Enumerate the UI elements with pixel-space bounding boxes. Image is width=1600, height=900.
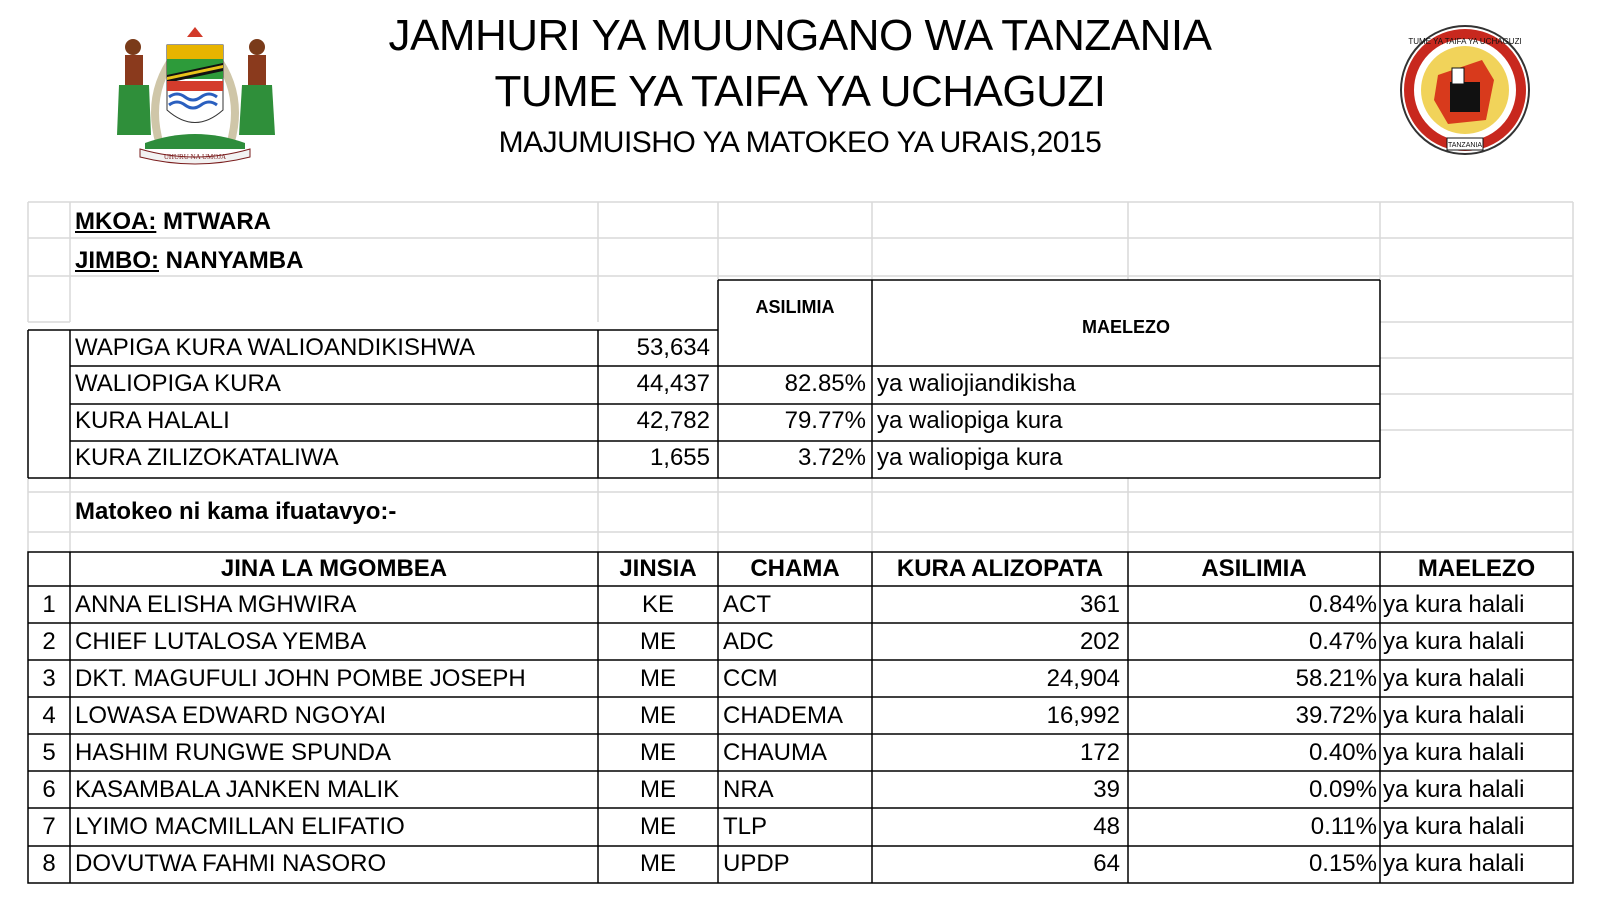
candidate-party: NRA <box>723 776 774 803</box>
summary-note: ya waliopiga kura <box>877 407 1063 434</box>
results-header-percent: ASILIMIA <box>1201 555 1307 582</box>
candidate-party: TLP <box>723 813 768 840</box>
title-line-2: TUME YA TAIFA YA UCHAGUZI <box>494 67 1107 116</box>
summary-header-maelezo: MAELEZO <box>1082 317 1170 337</box>
results-intro: Matokeo ni kama ifuatavyo:- <box>75 498 397 525</box>
candidate-percent: 0.84% <box>1308 591 1377 618</box>
mkoa-row: MKOA: MTWARA <box>75 207 271 237</box>
title-line-3: MAJUMUISHO YA MATOKEO YA URAIS,2015 <box>498 126 1102 159</box>
result-number: 7 <box>42 813 56 840</box>
jimbo-row: JIMBO: NANYAMBA <box>75 246 303 276</box>
candidate-gender: ME <box>640 813 676 840</box>
candidate-votes: 48 <box>1093 813 1120 840</box>
result-number: 2 <box>42 628 56 655</box>
mkoa-value: MTWARA <box>163 208 271 235</box>
candidate-party: CHADEMA <box>723 702 844 729</box>
candidate-votes: 16,992 <box>1046 702 1120 729</box>
candidate-name: DOVUTWA FAHMI NASORO <box>75 850 387 877</box>
result-number: 5 <box>42 739 56 766</box>
candidate-name: HASHIM RUNGWE SPUNDA <box>75 739 392 766</box>
candidate-votes: 39 <box>1093 776 1120 803</box>
candidate-gender: ME <box>640 702 676 729</box>
candidate-percent: 0.11% <box>1310 813 1377 840</box>
candidate-note: ya kura halali <box>1383 665 1525 692</box>
summary-note: ya waliojiandikisha <box>877 370 1076 397</box>
candidate-name: LYIMO MACMILLAN ELIFATIO <box>75 813 405 840</box>
candidate-percent: 0.47% <box>1308 628 1377 655</box>
candidate-note: ya kura halali <box>1383 702 1525 729</box>
logo-text-top: TUME YA TAIFA YA UCHAGUZI <box>1408 37 1521 46</box>
candidate-party: UPDP <box>723 850 790 877</box>
jimbo-label: JIMBO: <box>75 247 159 274</box>
summary-value: 1,655 <box>649 444 710 471</box>
results-header-notes: MAELEZO <box>1417 555 1536 582</box>
results-header-gender: JINSIA <box>619 555 697 582</box>
candidate-note: ya kura halali <box>1383 739 1525 766</box>
candidate-percent: 0.15% <box>1308 850 1377 877</box>
result-number: 8 <box>42 850 56 877</box>
summary-label: KURA HALALI <box>75 407 230 434</box>
result-number: 3 <box>42 665 56 692</box>
result-number: 1 <box>42 591 56 618</box>
summary-value: 44,437 <box>636 370 710 397</box>
results-header-name: JINA LA MGOMBEA <box>220 555 448 582</box>
summary-note: ya waliopiga kura <box>877 444 1063 471</box>
candidate-name: DKT. MAGUFULI JOHN POMBE JOSEPH <box>75 665 526 692</box>
summary-value: 53,634 <box>636 334 710 361</box>
results-header-party: CHAMA <box>750 555 840 582</box>
jimbo-value: NANYAMBA <box>165 247 304 274</box>
candidate-gender: ME <box>640 776 676 803</box>
candidate-votes: 24,904 <box>1046 665 1120 692</box>
candidate-votes: 202 <box>1079 628 1120 655</box>
candidate-party: ADC <box>723 628 774 655</box>
emblem-motto: UHURU NA UMOJA <box>164 153 226 161</box>
candidate-gender: ME <box>640 739 676 766</box>
candidate-note: ya kura halali <box>1383 776 1525 803</box>
coat-of-arms-emblem: UHURU NA UMOJA <box>117 27 275 165</box>
summary-percent: 3.72% <box>797 444 866 471</box>
summary-value: 42,782 <box>636 407 710 434</box>
results-header-votes: KURA ALIZOPATA <box>896 555 1104 582</box>
candidate-gender: ME <box>640 850 676 877</box>
summary-percent: 79.77% <box>784 407 866 434</box>
summary-label: WAPIGA KURA WALIOANDIKISHWA <box>75 334 476 361</box>
title-line-1: JAMHURI YA MUUNGANO WA TANZANIA <box>388 11 1212 60</box>
summary-label: KURA ZILIZOKATALIWA <box>75 444 339 471</box>
candidate-name: CHIEF LUTALOSA YEMBA <box>75 628 367 655</box>
candidate-gender: KE <box>641 591 674 618</box>
candidate-note: ya kura halali <box>1383 813 1525 840</box>
result-number: 6 <box>42 776 56 803</box>
candidate-votes: 172 <box>1079 739 1120 766</box>
candidate-note: ya kura halali <box>1383 628 1525 655</box>
candidate-percent: 58.21% <box>1295 665 1377 692</box>
candidate-party: CCM <box>723 665 778 692</box>
candidate-name: ANNA ELISHA MGHWIRA <box>75 591 357 618</box>
candidate-note: ya kura halali <box>1383 591 1525 618</box>
candidate-votes: 361 <box>1079 591 1120 618</box>
result-number: 4 <box>42 702 56 729</box>
summary-percent: 82.85% <box>784 370 866 397</box>
candidate-percent: 0.09% <box>1308 776 1377 803</box>
candidate-name: LOWASA EDWARD NGOYAI <box>75 702 387 729</box>
candidate-percent: 0.40% <box>1308 739 1377 766</box>
candidate-name: KASAMBALA JANKEN MALIK <box>75 776 400 803</box>
candidate-gender: ME <box>640 628 676 655</box>
mkoa-label: MKOA: <box>75 208 157 235</box>
election-commission-logo: TUME YA TAIFA YA UCHAGUZI TANZANIA <box>1400 25 1530 155</box>
candidate-votes: 64 <box>1093 850 1120 877</box>
logo-text-bottom: TANZANIA <box>1448 142 1482 149</box>
candidate-note: ya kura halali <box>1383 850 1525 877</box>
candidate-gender: ME <box>640 665 676 692</box>
candidate-party: ACT <box>723 591 771 618</box>
candidate-party: CHAUMA <box>723 739 828 766</box>
summary-header-asilimia: ASILIMIA <box>755 297 835 317</box>
candidate-percent: 39.72% <box>1295 702 1377 729</box>
summary-label: WALIOPIGA KURA <box>75 370 281 397</box>
